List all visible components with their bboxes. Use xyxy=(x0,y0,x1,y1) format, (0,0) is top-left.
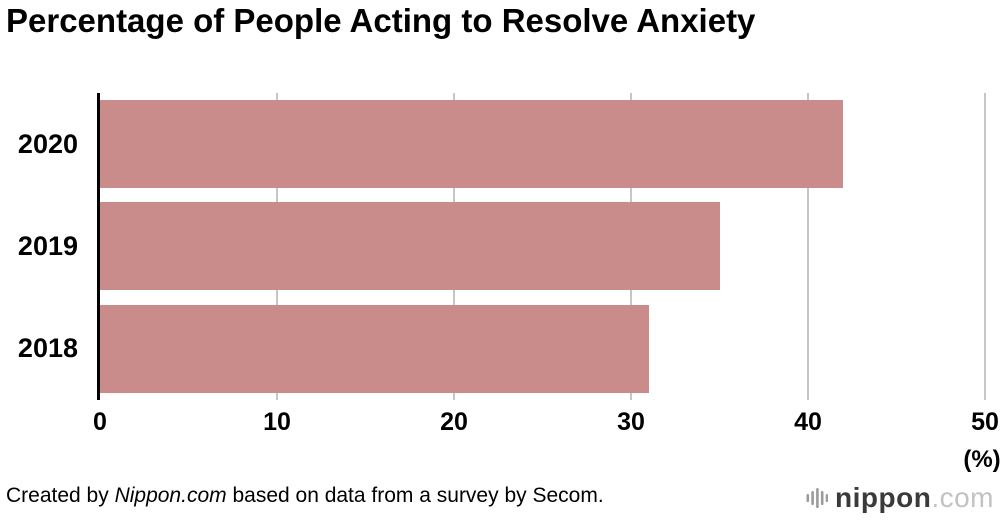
x-tick-0: 0 xyxy=(93,408,107,436)
bars-layer xyxy=(100,93,985,400)
x-tick-40: 40 xyxy=(794,408,822,436)
logo-brand-text: nippon xyxy=(835,482,932,513)
credit-prefix: Created by xyxy=(6,484,115,507)
x-tick-50: 50 xyxy=(971,408,999,436)
logo-text: nippon.com xyxy=(835,482,994,514)
x-tick-10: 10 xyxy=(263,408,291,436)
y-label-2020: 2020 xyxy=(17,128,78,159)
y-axis-line xyxy=(97,93,100,400)
credit-source: Nippon.com xyxy=(114,484,227,507)
y-label-2019: 2019 xyxy=(17,230,78,261)
y-label-2018: 2018 xyxy=(17,333,78,364)
bar-2020 xyxy=(100,100,844,189)
bar-2018 xyxy=(100,304,649,393)
logo-tld-text: .com xyxy=(931,482,994,513)
x-tick-20: 20 xyxy=(440,408,468,436)
nippon-logo[interactable]: nippon.com xyxy=(806,482,994,514)
credit-line: Created by Nippon.com based on data from… xyxy=(6,484,604,508)
plot-area xyxy=(97,93,986,400)
x-tick-30: 30 xyxy=(617,408,645,436)
bar-2019 xyxy=(100,202,720,291)
x-axis-unit-label: (%) xyxy=(963,446,1000,473)
chart-title: Percentage of People Acting to Resolve A… xyxy=(6,2,756,39)
nippon-logo-icon xyxy=(806,488,829,508)
x-axis: (%) 0 10 20 30 40 50 xyxy=(93,400,1000,480)
credit-suffix: based on data from a survey by Secom. xyxy=(226,484,604,507)
y-axis-labels: 2020 2019 2018 xyxy=(0,93,88,400)
gridline-50 xyxy=(984,93,986,400)
gridline-40 xyxy=(807,93,809,400)
